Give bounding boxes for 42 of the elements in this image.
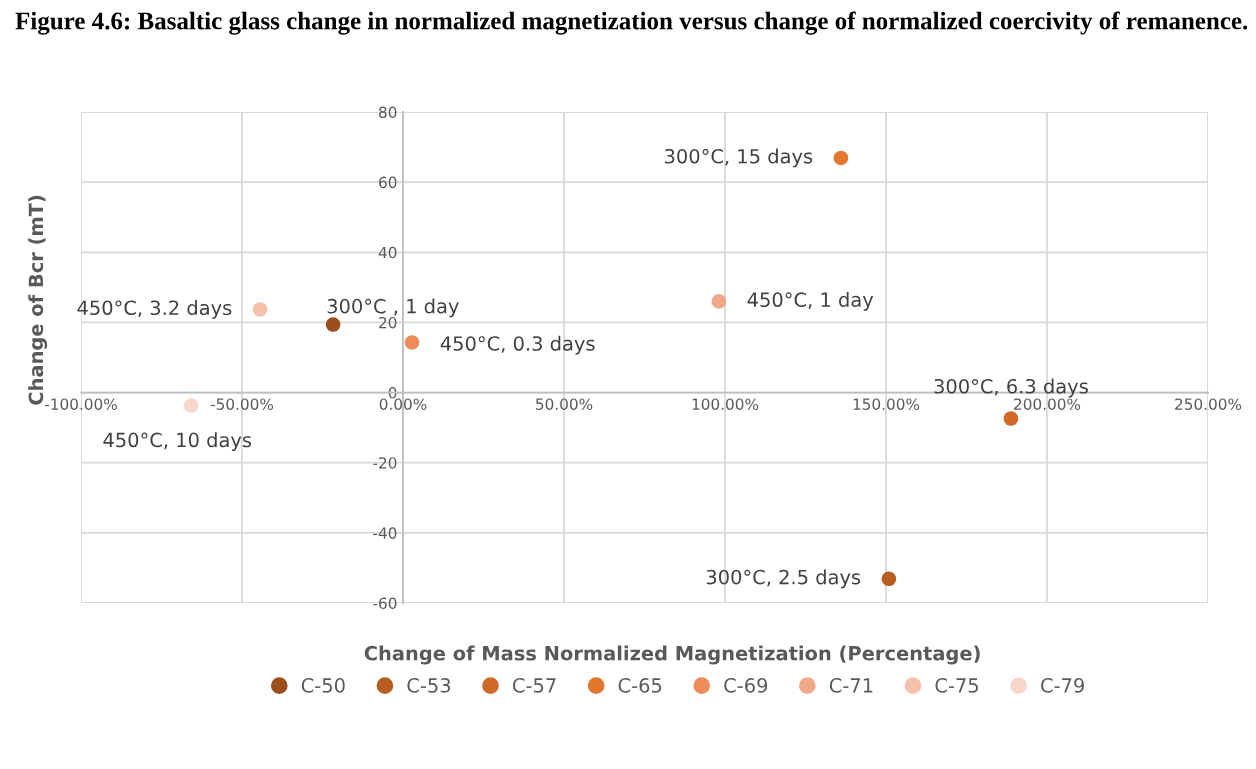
x-axis-title: Change of Mass Normalized Magnetization (Percentage): [364, 645, 980, 665]
x-tick-label: 0.00%: [379, 398, 427, 410]
y-tick-label: -20: [373, 457, 397, 469]
legend-label: C-50: [301, 678, 345, 693]
x-tick-label: 100.00%: [692, 398, 759, 410]
point: [252, 302, 268, 317]
legend-label: C-71: [829, 678, 873, 693]
annotation: 450°C, 3.2 days: [77, 300, 232, 319]
legend-label: C-53: [407, 678, 451, 693]
annotation: 300°C, 2.5 days: [706, 569, 861, 589]
y-tick-label: 40: [378, 246, 397, 259]
x-tick-label: 200.00%: [1014, 398, 1081, 410]
point: [711, 294, 727, 309]
x-tick-label: -100.00%: [45, 398, 117, 410]
legend-label: C-79: [1041, 678, 1084, 693]
chart-title: Figure 4.6: Basaltic glass change in normalized magnetization versus change of normalized coercivity of remanence.: [15, 11, 1248, 35]
y-tick-label: -60: [373, 597, 397, 610]
point: [833, 150, 849, 166]
y-tick-label: 60: [379, 176, 397, 189]
annotation: 450°C, 0.3 days: [440, 335, 595, 355]
x-tick-label: 50.00%: [536, 398, 593, 410]
x-tick-label: -50.00%: [210, 398, 274, 410]
legend-label: C-69: [724, 678, 768, 693]
annotation: 300°C, 6.3 days: [934, 378, 1088, 398]
point: [1003, 411, 1019, 426]
point: [183, 398, 199, 413]
x-tick-label: 150.00%: [853, 398, 920, 410]
y-axis-title: Change of Bcr (mT): [28, 195, 48, 405]
legend-label: C-75: [935, 678, 979, 693]
legend-label: C-65: [618, 678, 662, 693]
x-tick-label: 250.00%: [1175, 398, 1242, 410]
point: [325, 317, 341, 332]
legend-label: C-57: [513, 678, 556, 693]
annotation: 300°C, 15 days: [665, 148, 813, 168]
annotation: 300°C , 1 day: [327, 298, 459, 318]
y-tick-label: -40: [373, 527, 397, 539]
annotation: 450°C, 10 days: [103, 432, 252, 452]
y-tick-label: 80: [379, 106, 397, 119]
y-tick-label: 20: [379, 316, 397, 329]
point: [881, 571, 897, 587]
point: [404, 335, 420, 350]
annotation: 450°C, 1 day: [747, 291, 874, 311]
